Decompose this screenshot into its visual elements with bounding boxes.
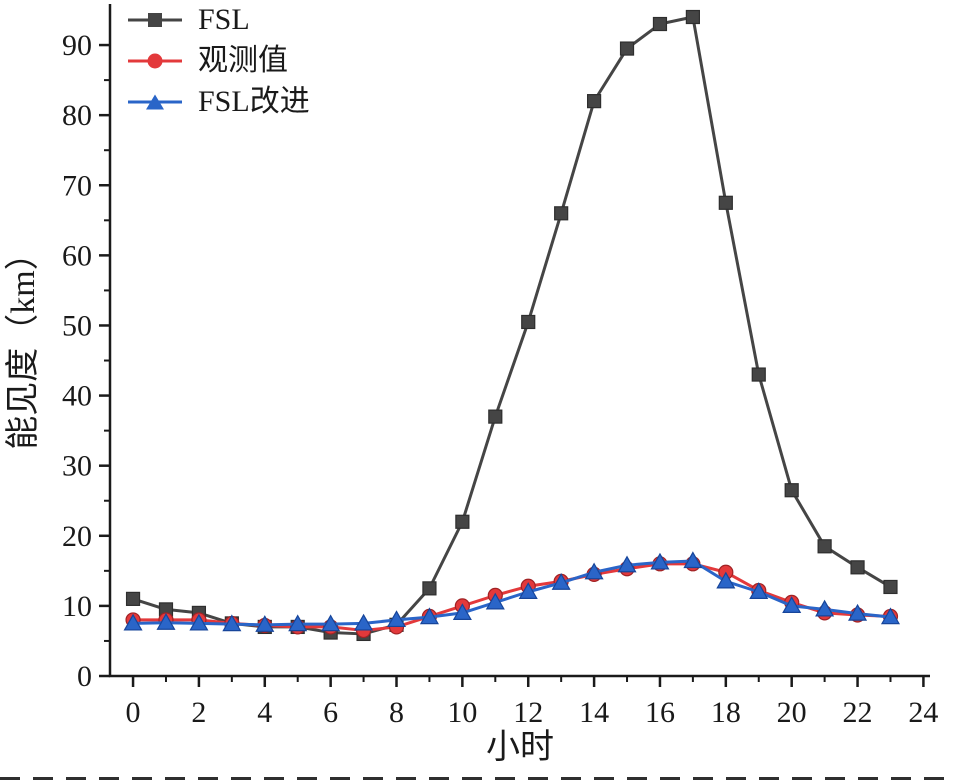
- y-tick-label: 40: [62, 380, 92, 413]
- legend-label-1: 观测值: [198, 43, 288, 77]
- legend-item-2: FSL改进: [128, 82, 310, 121]
- square-marker: [817, 539, 832, 554]
- square-marker: [751, 367, 766, 382]
- x-tick-label: 24: [908, 696, 938, 729]
- y-tick-label: 10: [62, 590, 92, 623]
- square-marker-icon: [128, 9, 182, 31]
- x-tick-label: 8: [389, 696, 404, 729]
- square-marker: [125, 591, 141, 606]
- y-tick-label: 90: [62, 29, 92, 62]
- square-marker: [652, 16, 668, 32]
- square-marker: [455, 514, 470, 529]
- triangle-marker: [848, 603, 868, 621]
- y-tick-label: 60: [62, 239, 92, 272]
- square-marker: [521, 314, 536, 330]
- x-tick-label: 0: [126, 696, 141, 729]
- legend: FSL 观测值 FSL改进: [128, 0, 310, 121]
- square-marker: [422, 581, 437, 596]
- square-marker: [685, 9, 700, 25]
- y-tick-label: 20: [62, 520, 92, 553]
- bottom-edge-dashes: [0, 777, 955, 780]
- triangle-marker: [354, 613, 374, 631]
- triangle-marker: [749, 582, 769, 599]
- triangle-marker: [880, 607, 901, 625]
- triangle-marker: [716, 571, 736, 589]
- square-marker: [488, 409, 503, 424]
- y-tick-label: 0: [77, 660, 92, 693]
- x-tick-label: 14: [579, 696, 609, 729]
- axis-ticks: [99, 43, 925, 687]
- triangle-marker: [617, 555, 637, 573]
- y-tick-label: 50: [62, 309, 92, 342]
- triangle-marker: [123, 613, 143, 631]
- x-tick-label: 4: [257, 696, 272, 729]
- triangle-marker: [419, 607, 439, 625]
- series-markers-2: [123, 551, 901, 632]
- x-tick-label: 22: [843, 696, 873, 729]
- square-marker: [850, 560, 865, 575]
- legend-label-2: FSL改进: [198, 84, 310, 118]
- x-tick-label: 12: [513, 696, 543, 729]
- x-tick-label: 20: [777, 696, 807, 729]
- legend-item-0: FSL: [128, 0, 310, 39]
- y-axis-title: 能见度（km）: [4, 236, 42, 449]
- x-tick-label: 2: [191, 696, 206, 729]
- triangle-marker: [782, 596, 802, 613]
- legend-label-0: FSL: [198, 2, 250, 36]
- series-line-2: [131, 559, 892, 627]
- square-marker: [883, 579, 898, 595]
- triangle-marker: [452, 603, 472, 621]
- x-tick-label: 18: [711, 696, 741, 729]
- triangle-marker: [584, 562, 604, 580]
- x-tick-label: 6: [323, 696, 338, 729]
- triangle-marker: [288, 614, 308, 632]
- triangle-marker: [255, 615, 275, 632]
- triangle-marker: [156, 613, 176, 630]
- x-tick-label: 10: [447, 696, 477, 729]
- square-marker: [619, 41, 635, 56]
- triangle-marker: [650, 552, 670, 570]
- triangle-marker-icon: [128, 91, 182, 113]
- triangle-marker: [386, 610, 407, 628]
- triangle-marker: [683, 551, 703, 569]
- triangle-marker: [321, 614, 341, 632]
- y-tick-label: 80: [62, 99, 92, 132]
- triangle-marker: [485, 592, 505, 610]
- x-axis-title: 小时: [486, 729, 554, 766]
- square-marker: [784, 483, 799, 498]
- square-marker: [718, 195, 733, 210]
- legend-item-1: 观测值: [128, 41, 310, 80]
- y-tick-label: 30: [62, 450, 92, 483]
- triangle-marker: [222, 614, 242, 632]
- circle-marker-icon: [128, 50, 182, 72]
- x-tick-label: 16: [645, 696, 675, 729]
- triangle-marker: [518, 582, 538, 599]
- triangle-marker: [815, 599, 835, 617]
- y-tick-label: 70: [62, 169, 92, 202]
- square-marker: [586, 94, 602, 109]
- triangle-marker: [189, 613, 209, 631]
- square-marker: [554, 206, 569, 221]
- triangle-marker: [551, 573, 571, 590]
